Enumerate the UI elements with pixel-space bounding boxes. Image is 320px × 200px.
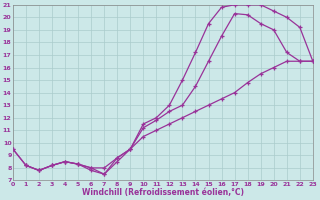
X-axis label: Windchill (Refroidissement éolien,°C): Windchill (Refroidissement éolien,°C) — [82, 188, 244, 197]
